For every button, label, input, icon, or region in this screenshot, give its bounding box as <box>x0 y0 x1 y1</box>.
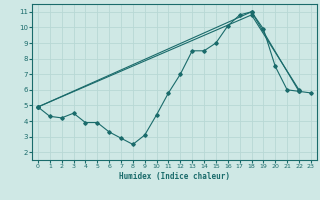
X-axis label: Humidex (Indice chaleur): Humidex (Indice chaleur) <box>119 172 230 181</box>
